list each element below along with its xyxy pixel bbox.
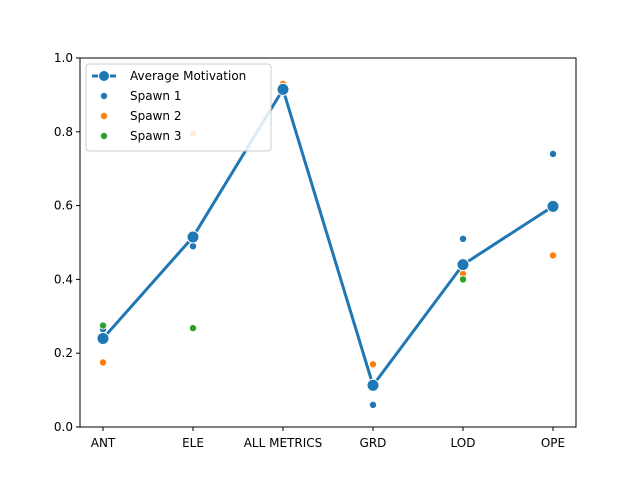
x-tick-label: LOD: [451, 436, 476, 450]
x-tick-label: OPE: [541, 436, 565, 450]
average-motivation-point: [96, 331, 110, 345]
y-tick-label: 0.2: [54, 346, 73, 360]
legend-marker: [100, 112, 109, 121]
axes: 0.0 0.2 0.4 0.6 0.8 1.0 ANT ELE ALL METRICS GRD LO…: [54, 51, 577, 450]
average-motivation-point: [186, 230, 200, 244]
spawn-3-point: [188, 324, 197, 333]
y-tick-label: 1.0: [54, 51, 73, 65]
legend-label: Average Motivation: [130, 69, 246, 83]
legend-label: Spawn 2: [130, 109, 181, 123]
average-motivation-line: [101, 87, 554, 387]
legend-label: Spawn 3: [130, 129, 181, 143]
spawn-2-point: [368, 360, 377, 369]
x-tick-label: ANT: [91, 436, 116, 450]
plot-area: [96, 79, 560, 409]
legend-box: [85, 63, 272, 152]
average-motivation-point: [276, 82, 290, 96]
average-motivation-point: [456, 258, 470, 272]
legend-label: Spawn 1: [130, 89, 181, 103]
spawn-3-point: [99, 321, 108, 330]
y-tick-label: 0.0: [54, 420, 73, 434]
legend-marker: [100, 92, 109, 101]
y-tick-label: 0.6: [54, 199, 73, 213]
spawn-3-point: [458, 275, 467, 284]
spawn-1-point: [549, 149, 558, 158]
spawn-1-point: [188, 242, 197, 251]
plot-frame: [79, 57, 577, 428]
y-tick-label: 0.8: [54, 125, 73, 139]
y-tick-label: 0.4: [54, 272, 73, 286]
spawn-1-point: [458, 234, 467, 243]
legend-marker: [100, 131, 109, 140]
legend-marker: [98, 70, 110, 82]
average-motivation-point: [546, 199, 560, 213]
x-tick-label: GRD: [360, 436, 387, 450]
average-motivation-point: [366, 378, 380, 392]
spawn-1-point: [368, 400, 377, 409]
legend: Average Motivation Spawn 1 Spawn 2 Spawn 3: [85, 63, 272, 152]
x-tick-label: ALL METRICS: [244, 436, 323, 450]
spawn-2-point: [99, 358, 108, 367]
x-tick-label: ELE: [182, 436, 204, 450]
spawn-2-point: [549, 251, 558, 260]
